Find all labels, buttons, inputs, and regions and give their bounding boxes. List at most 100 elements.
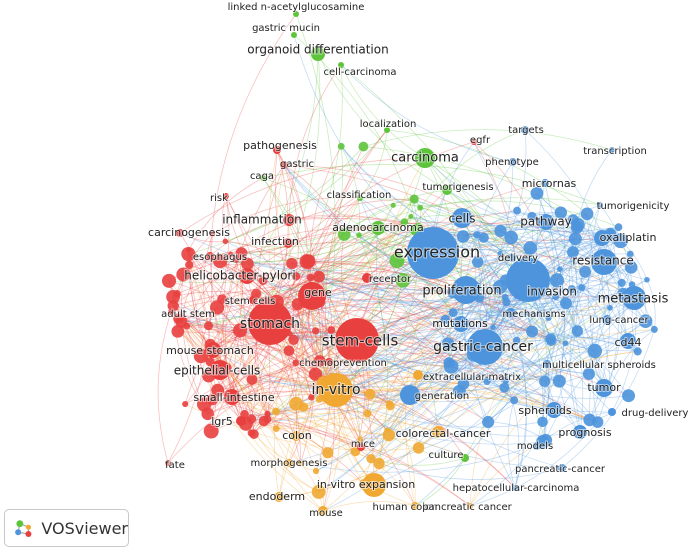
- label-cells[interactable]: cells: [448, 211, 477, 227]
- minor-node[interactable]: [556, 266, 563, 272]
- node-culture[interactable]: [461, 454, 469, 462]
- minor-node[interactable]: [337, 228, 351, 241]
- node-classification[interactable]: [357, 195, 363, 201]
- node-oxaliplatin[interactable]: [594, 230, 610, 246]
- minor-node[interactable]: [173, 313, 184, 324]
- minor-node[interactable]: [539, 375, 551, 387]
- minor-node[interactable]: [395, 272, 411, 288]
- label-targets[interactable]: targets: [507, 124, 545, 137]
- minor-node[interactable]: [389, 253, 405, 269]
- minor-node[interactable]: [299, 402, 309, 412]
- minor-node[interactable]: [312, 467, 320, 475]
- minor-node[interactable]: [193, 348, 209, 364]
- minor-node[interactable]: [241, 257, 254, 271]
- node-drug-delivery[interactable]: [608, 408, 616, 416]
- node-pathway[interactable]: [538, 214, 554, 230]
- label-small-intestine[interactable]: small-intestine: [192, 390, 275, 405]
- minor-node[interactable]: [272, 425, 280, 433]
- minor-node[interactable]: [228, 251, 234, 257]
- node-infection[interactable]: [283, 238, 293, 248]
- minor-node[interactable]: [204, 321, 214, 331]
- node-metastasis[interactable]: [622, 286, 646, 310]
- label-micrornas[interactable]: micrornas: [521, 176, 578, 191]
- node-expression[interactable]: [407, 227, 459, 279]
- node-morphogenesis[interactable]: [285, 459, 293, 467]
- label-pancreatic-cancer[interactable]: pancreatic cancer: [421, 501, 513, 514]
- node-gastric-mucin[interactable]: [291, 32, 297, 38]
- minor-node[interactable]: [472, 256, 484, 268]
- minor-node[interactable]: [567, 285, 576, 294]
- label-generation[interactable]: generation: [414, 390, 470, 403]
- minor-node[interactable]: [206, 394, 219, 406]
- label-drug-delivery[interactable]: drug-delivery: [621, 407, 690, 420]
- node-esophagus[interactable]: [206, 252, 214, 260]
- minor-node[interactable]: [512, 336, 521, 344]
- minor-node[interactable]: [578, 284, 586, 292]
- minor-node[interactable]: [283, 345, 295, 357]
- minor-node[interactable]: [373, 457, 385, 470]
- label-pathway[interactable]: pathway: [519, 214, 573, 230]
- node-cell-carcinoma[interactable]: [338, 62, 344, 68]
- minor-node[interactable]: [364, 388, 376, 400]
- node-mice[interactable]: [357, 443, 365, 451]
- label-oxaliplatin[interactable]: oxaliplatin: [599, 230, 658, 245]
- label-prognosis[interactable]: prognosis: [557, 425, 612, 440]
- label-delivery[interactable]: delivery: [497, 252, 539, 265]
- minor-node[interactable]: [617, 278, 626, 287]
- node-gene[interactable]: [298, 282, 326, 310]
- minor-node[interactable]: [246, 374, 258, 385]
- minor-node[interactable]: [299, 254, 315, 270]
- minor-node[interactable]: [286, 257, 298, 270]
- minor-node[interactable]: [209, 231, 216, 237]
- minor-node[interactable]: [313, 270, 325, 283]
- minor-node[interactable]: [591, 416, 604, 428]
- label-gastric[interactable]: gastric: [279, 158, 315, 171]
- minor-node[interactable]: [638, 314, 653, 329]
- minor-node[interactable]: [272, 407, 280, 416]
- node-fate[interactable]: [165, 460, 171, 466]
- minor-node[interactable]: [308, 394, 315, 401]
- minor-node[interactable]: [357, 436, 364, 443]
- label-multicellular-spheroids[interactable]: multicellular spheroids: [541, 359, 657, 372]
- node-chemoprevention[interactable]: [325, 358, 333, 366]
- minor-node[interactable]: [408, 213, 414, 220]
- node-mutations[interactable]: [453, 316, 469, 332]
- minor-node[interactable]: [409, 194, 419, 204]
- node-organoid-differentiation[interactable]: [311, 47, 325, 61]
- minor-node[interactable]: [232, 255, 240, 263]
- minor-node[interactable]: [452, 384, 466, 398]
- minor-node[interactable]: [400, 218, 409, 226]
- label-carcinogenesis[interactable]: carcinogenesis: [147, 225, 231, 240]
- minor-node[interactable]: [161, 273, 177, 288]
- label-transcription[interactable]: transcription: [582, 145, 648, 158]
- minor-node[interactable]: [258, 276, 268, 285]
- minor-node[interactable]: [552, 292, 560, 301]
- node-epithelial-cells[interactable]: [210, 360, 230, 380]
- node-pancreatic-cancer[interactable]: [467, 503, 473, 509]
- minor-node[interactable]: [579, 265, 592, 278]
- label-carcinoma[interactable]: carcinoma: [390, 150, 460, 167]
- node-stem-cells[interactable]: [335, 318, 379, 362]
- label-lung-cancer[interactable]: lung-cancer: [588, 314, 650, 327]
- label-mechanisms[interactable]: mechanisms: [501, 308, 566, 321]
- label-adenocarcinoma[interactable]: adenocarcinoma: [331, 220, 425, 235]
- label-colorectal-cancer[interactable]: colorectal-cancer: [395, 426, 492, 441]
- minor-node[interactable]: [235, 247, 248, 260]
- label-pancreatic-cancer[interactable]: pancreatic-cancer: [514, 463, 607, 476]
- node-gastric[interactable]: [280, 161, 288, 169]
- label-localization[interactable]: localization: [359, 118, 418, 131]
- node-cells[interactable]: [452, 208, 472, 228]
- node-lgr5[interactable]: [236, 416, 246, 426]
- label-mouse-stomach[interactable]: mouse stomach: [165, 343, 255, 358]
- node-delivery[interactable]: [508, 254, 516, 262]
- minor-node[interactable]: [263, 415, 272, 424]
- minor-node[interactable]: [580, 207, 594, 221]
- node-phenotype[interactable]: [509, 158, 517, 166]
- node-tumorigenesis[interactable]: [442, 185, 452, 195]
- node-generation[interactable]: [400, 385, 420, 405]
- node-tumorigenicity[interactable]: [597, 202, 603, 208]
- node-prognosis[interactable]: [573, 425, 587, 439]
- node-localization[interactable]: [384, 127, 390, 133]
- label-morphogenesis[interactable]: morphogenesis: [250, 457, 329, 470]
